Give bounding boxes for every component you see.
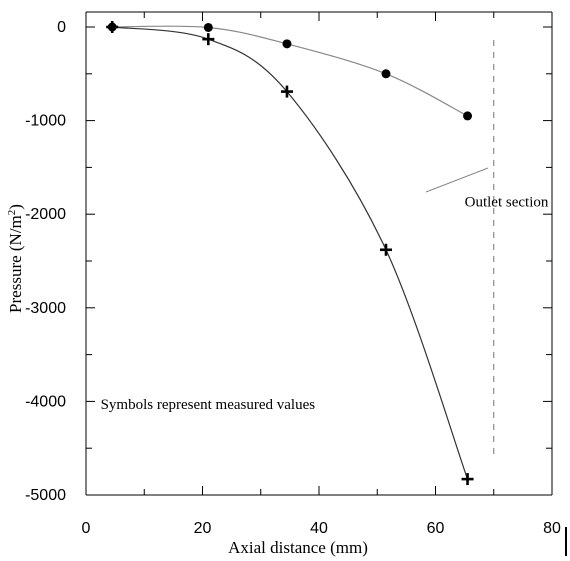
x-axis-title: Axial distance (mm) xyxy=(228,538,368,557)
annotation-outlet-section: Outlet section xyxy=(465,195,549,211)
y-axis-title-main: Pressure (N/m xyxy=(6,215,25,313)
axes-layer: 0 20 40 60 80 0 -1000 -2000 -3000 -4000 -5000 xyxy=(25,11,567,556)
marks-layer xyxy=(106,21,474,486)
series-0-point xyxy=(463,111,473,121)
series-1-line xyxy=(112,26,469,480)
y-tick-label: -5000 xyxy=(25,487,66,504)
series-0-line xyxy=(112,25,468,117)
series-1-point xyxy=(280,85,293,98)
x-tick-label: 20 xyxy=(194,520,212,537)
series-0-point xyxy=(203,22,213,32)
series-0-point xyxy=(282,39,292,49)
series-1-point xyxy=(379,243,392,256)
series-1-point xyxy=(461,473,474,486)
y-tick-label: -3000 xyxy=(25,300,66,317)
x-tick-label: 80 xyxy=(543,520,561,537)
y-axis-title-superscript: 2 xyxy=(6,210,18,216)
outlet-leader-line xyxy=(425,167,489,193)
series-0-point xyxy=(381,69,391,79)
y-tick-label: -2000 xyxy=(25,206,66,223)
y-axis-title: Pressure (N/m2) xyxy=(6,204,25,313)
annotation-symbols-note: Symbols represent measured values xyxy=(101,397,316,413)
y-tick-label: -1000 xyxy=(25,113,66,130)
y-axis-title-close: ) xyxy=(6,204,25,210)
x-tick-label: 60 xyxy=(427,520,445,537)
series-1-point xyxy=(202,33,215,46)
series-1-point xyxy=(106,21,119,33)
y-tick-label: 0 xyxy=(57,19,66,36)
x-tick-label: 0 xyxy=(82,520,91,537)
labels-layer: Axial distance (mm) Pressure (N/m2) Outl… xyxy=(6,195,549,557)
x-tick-label: 40 xyxy=(310,520,328,537)
y-tick-label: -4000 xyxy=(25,393,66,410)
